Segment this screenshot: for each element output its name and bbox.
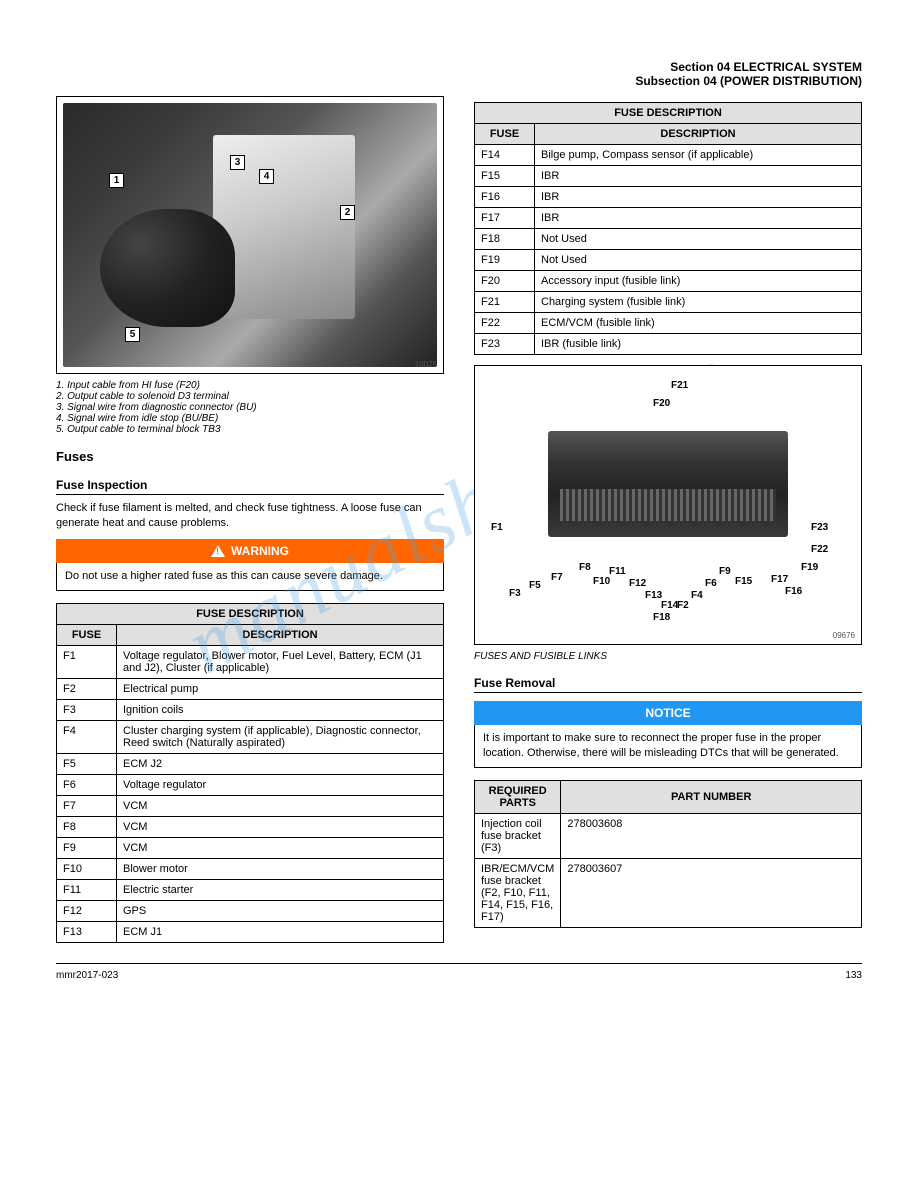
- table-row: F23IBR (fusible link): [475, 334, 862, 355]
- figure-2-caption: FUSES AND FUSIBLE LINKS: [474, 651, 862, 662]
- table-row: F19Not Used: [475, 250, 862, 271]
- table-row: F20Accessory input (fusible link): [475, 271, 862, 292]
- warning-icon: [211, 545, 225, 557]
- page-footer: mmr2017-023 133: [56, 963, 862, 981]
- fuse-label-F4: F4: [691, 590, 703, 601]
- table-row: F4Cluster charging system (if applicable…: [57, 720, 444, 753]
- fuse-label-F21: F21: [671, 380, 688, 391]
- callout-5: 5: [125, 327, 140, 342]
- table-row: F1Voltage regulator, Blower motor, Fuel …: [57, 645, 444, 678]
- callout-4: 4: [259, 169, 274, 184]
- table-row: F16IBR: [475, 187, 862, 208]
- warning-bar: WARNING: [56, 539, 444, 563]
- fuse-label-F10: F10: [593, 576, 610, 587]
- notice-box: It is important to make sure to reconnec…: [474, 725, 862, 768]
- fuse-label-F12: F12: [629, 578, 646, 589]
- figure-2-number: 09676: [833, 631, 855, 640]
- table-row: F7VCM: [57, 795, 444, 816]
- fuse-label-F17: F17: [771, 574, 788, 585]
- table1b-col0: FUSE: [475, 124, 535, 145]
- table-row: F10Blower motor: [57, 858, 444, 879]
- fuse-inspection-text: Check if fuse filament is melted, and ch…: [56, 501, 444, 531]
- callout-2: 2: [340, 205, 355, 220]
- warning-box: Do not use a higher rated fuse as this c…: [56, 563, 444, 591]
- fuse-label-F1: F1: [491, 522, 503, 533]
- table-row: F8VCM: [57, 816, 444, 837]
- fuse-label-F18: F18: [653, 612, 670, 623]
- table-row: F15IBR: [475, 166, 862, 187]
- callout-3: 3: [230, 155, 245, 170]
- fuse-label-F15: F15: [735, 576, 752, 587]
- figure-1: 1 2 34 5 10025: [56, 96, 444, 374]
- section-label: Section 04 ELECTRICAL SYSTEM: [670, 60, 862, 74]
- table-row: F22ECM/VCM (fusible link): [475, 313, 862, 334]
- fuse-table-1: FUSE DESCRIPTION FUSE DESCRIPTION F1Volt…: [56, 603, 444, 943]
- table-row: F18Not Used: [475, 229, 862, 250]
- fuses-heading: Fuses: [56, 449, 444, 464]
- fuse-label-F23: F23: [811, 522, 828, 533]
- fuse-label-F14: F14: [661, 600, 678, 611]
- table-row: F5ECM J2: [57, 753, 444, 774]
- table1b-title: FUSE DESCRIPTION: [475, 103, 862, 124]
- figure-2-image: F21F20 F1 F3 F5 F7 F8F10F11F12F13F14F18 F2F4F6…: [481, 372, 855, 638]
- section-header: Section 04 ELECTRICAL SYSTEM Subsection …: [56, 60, 862, 88]
- fuse-label-F8: F8: [579, 562, 591, 573]
- table-row: F13ECM J1: [57, 921, 444, 942]
- table-row: F14Bilge pump, Compass sensor (if applic…: [475, 145, 862, 166]
- fuse-label-F2: F2: [677, 600, 689, 611]
- table-row: F9VCM: [57, 837, 444, 858]
- table-row: F2Electrical pump: [57, 678, 444, 699]
- figure-1-image: [63, 103, 437, 367]
- table1-title: FUSE DESCRIPTION: [57, 603, 444, 624]
- right-column: FUSE DESCRIPTION FUSE DESCRIPTION F14Bil…: [474, 96, 862, 943]
- callout-1: 1: [109, 173, 124, 188]
- fuse-label-F16: F16: [785, 586, 802, 597]
- warning-label: WARNING: [231, 544, 289, 558]
- module-graphic: [548, 431, 787, 537]
- fuse-label-F5: F5: [529, 580, 541, 591]
- figure-1-caption: 1. Input cable from HI fuse (F20)2. Outp…: [56, 380, 444, 435]
- fuse-label-F11: F11: [609, 566, 626, 577]
- fuse-label-F22: F22: [811, 544, 828, 555]
- fuse-label-F20: F20: [653, 398, 670, 409]
- fuse-label-F9: F9: [719, 566, 731, 577]
- fuse-inspection-heading: Fuse Inspection: [56, 478, 444, 495]
- table1-col1: DESCRIPTION: [117, 624, 444, 645]
- table-row: F6Voltage regulator: [57, 774, 444, 795]
- fuse-label-F3: F3: [509, 588, 521, 599]
- table-row: F21Charging system (fusible link): [475, 292, 862, 313]
- fuse-label-F13: F13: [645, 590, 662, 601]
- notice-label: NOTICE: [645, 706, 690, 720]
- fuse-label-F19: F19: [801, 562, 818, 573]
- table1b-col1: DESCRIPTION: [535, 124, 862, 145]
- table-row: F11Electric starter: [57, 879, 444, 900]
- notice-bar: NOTICE: [474, 701, 862, 725]
- left-column: 1 2 34 5 10025 1. Input cable from HI fuse …: [56, 96, 444, 943]
- table-row: Injection coil fuse bracket (F3)27800360…: [475, 813, 862, 858]
- parts-col0: REQUIRED PARTS: [475, 780, 561, 813]
- fuse-table-1b: FUSE DESCRIPTION FUSE DESCRIPTION F14Bil…: [474, 102, 862, 355]
- section-sub: Subsection 04 (POWER DISTRIBUTION): [635, 74, 862, 88]
- parts-col1: PART NUMBER: [561, 780, 862, 813]
- figure-2: F21F20 F1 F3 F5 F7 F8F10F11F12F13F14F18 F2F4F6…: [474, 365, 862, 645]
- parts-table: REQUIRED PARTS PART NUMBER Injection coi…: [474, 780, 862, 928]
- table-row: F12GPS: [57, 900, 444, 921]
- figure-1-number: 10025: [415, 360, 437, 369]
- footer-right: 133: [845, 970, 862, 981]
- fuse-label-F7: F7: [551, 572, 563, 583]
- table-row: F3Ignition coils: [57, 699, 444, 720]
- fuse-removal-heading: Fuse Removal: [474, 676, 862, 693]
- fuse-label-F6: F6: [705, 578, 717, 589]
- footer-left: mmr2017-023: [56, 970, 118, 981]
- table1-col0: FUSE: [57, 624, 117, 645]
- table-row: F17IBR: [475, 208, 862, 229]
- table-row: IBR/ECM/VCM fuse bracket (F2, F10, F11, …: [475, 858, 862, 927]
